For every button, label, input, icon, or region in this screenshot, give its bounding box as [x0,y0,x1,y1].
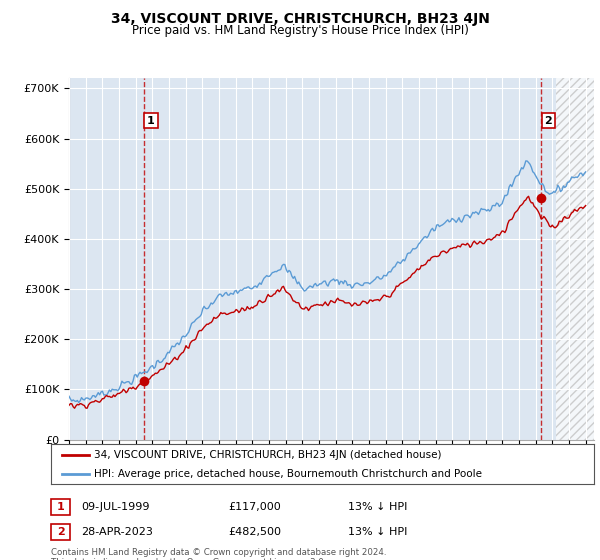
Text: 1: 1 [57,502,64,512]
Text: 2: 2 [544,115,552,125]
Text: 1: 1 [147,115,155,125]
Text: 28-APR-2023: 28-APR-2023 [81,527,153,537]
Text: HPI: Average price, detached house, Bournemouth Christchurch and Poole: HPI: Average price, detached house, Bour… [94,469,482,479]
Text: 09-JUL-1999: 09-JUL-1999 [81,502,149,512]
Text: 13% ↓ HPI: 13% ↓ HPI [348,502,407,512]
Text: 34, VISCOUNT DRIVE, CHRISTCHURCH, BH23 4JN: 34, VISCOUNT DRIVE, CHRISTCHURCH, BH23 4… [110,12,490,26]
Text: £482,500: £482,500 [228,527,281,537]
Text: Price paid vs. HM Land Registry's House Price Index (HPI): Price paid vs. HM Land Registry's House … [131,24,469,36]
Text: 2: 2 [57,527,64,537]
Bar [556,78,594,440]
Text: Contains HM Land Registry data © Crown copyright and database right 2024.
This d: Contains HM Land Registry data © Crown c… [51,548,386,560]
Text: 13% ↓ HPI: 13% ↓ HPI [348,527,407,537]
Text: £117,000: £117,000 [228,502,281,512]
Text: 34, VISCOUNT DRIVE, CHRISTCHURCH, BH23 4JN (detached house): 34, VISCOUNT DRIVE, CHRISTCHURCH, BH23 4… [94,450,442,460]
